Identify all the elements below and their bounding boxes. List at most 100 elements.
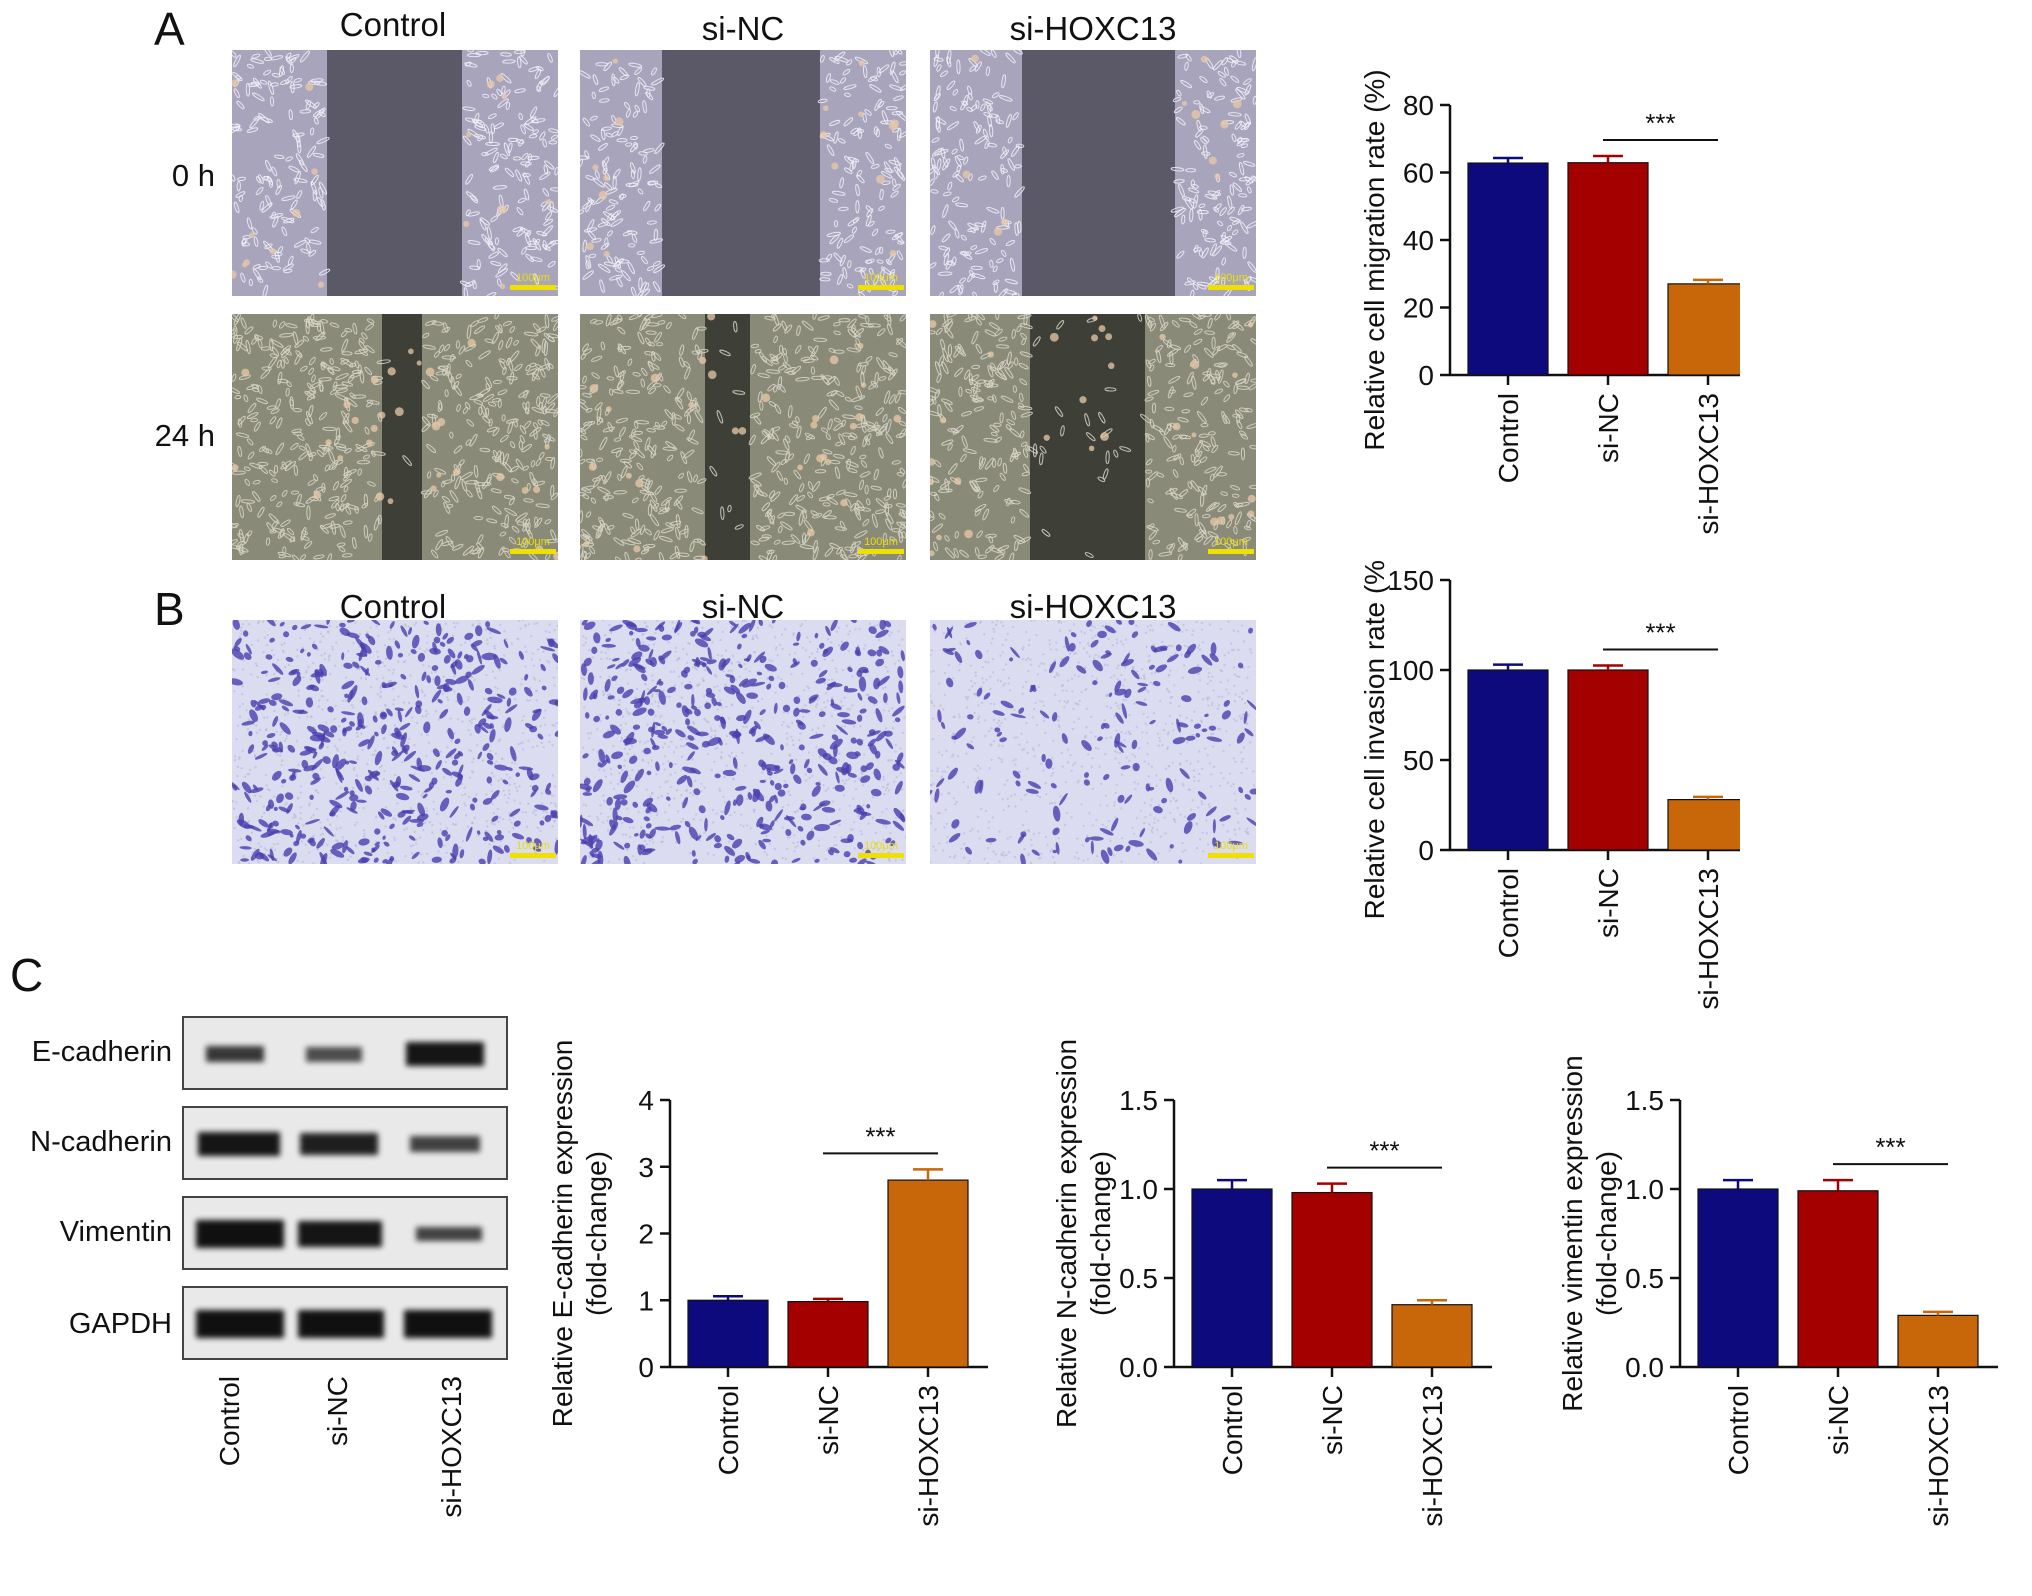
y-tick-label: 50 [1403, 745, 1434, 776]
blot-band [300, 1133, 378, 1155]
wound-image-sinc-0h: 100μm [580, 50, 906, 296]
bar [1568, 163, 1648, 375]
blot-strip-ncadherin [182, 1106, 508, 1180]
blot-band [306, 1047, 362, 1062]
y-tick-label: 1.0 [1119, 1174, 1158, 1205]
x-tick-label: si-HOXC13 [1923, 1385, 1954, 1527]
blot-band [198, 1132, 280, 1156]
y-tick-label: 0.0 [1119, 1352, 1158, 1383]
blot-band [196, 1310, 284, 1338]
blot-band [196, 1220, 284, 1248]
y-tick-label: 150 [1387, 565, 1434, 596]
scale-bar-label: 100μm [858, 273, 904, 284]
scale-bar-line [510, 549, 556, 554]
y-tick-label: 100 [1387, 655, 1434, 686]
bar [1798, 1191, 1878, 1367]
scale-bar-line [1208, 853, 1254, 858]
bar [1468, 670, 1548, 850]
transwell-image-control: 100μm [232, 620, 558, 864]
x-tick-label: si-NC [1593, 868, 1624, 938]
blot-band [410, 1136, 480, 1152]
scale-bar-label: 100μm [1208, 841, 1254, 852]
y-axis-label: Relative N-cadherin expression [1051, 1039, 1082, 1428]
scale-bar: 100μm [1208, 273, 1254, 290]
y-tick-label: 4 [638, 1085, 654, 1116]
scale-bar: 100μm [858, 273, 904, 290]
scale-bar-line [1208, 285, 1254, 290]
bar [1668, 800, 1740, 850]
significance-label: *** [1875, 1132, 1905, 1162]
scale-bar-line [510, 285, 556, 290]
significance-label: *** [1369, 1136, 1399, 1166]
y-tick-label: 0.5 [1119, 1263, 1158, 1294]
scale-bar-label: 100μm [1208, 273, 1254, 284]
x-tick-label: Control [1493, 868, 1524, 958]
scale-bar: 100μm [510, 841, 556, 858]
col-title-control-a: Control [228, 6, 558, 44]
x-tick-label: si-NC [1317, 1385, 1348, 1455]
row-label-24h: 24 h [125, 418, 215, 454]
blot-band [404, 1310, 492, 1338]
scale-bar-label: 100μm [510, 841, 556, 852]
blot-band [416, 1227, 482, 1241]
y-tick-label: 0 [638, 1352, 654, 1383]
row-label-0h: 0 h [125, 158, 215, 194]
y-axis-label: Relative cell invasion rate (%) [1359, 560, 1390, 919]
x-tick-label: si-HOXC13 [913, 1385, 944, 1527]
y-tick-label: 0.0 [1625, 1352, 1664, 1383]
y-tick-label: 2 [638, 1219, 654, 1250]
blot-band [406, 1042, 484, 1066]
transwell-image-sinc: 100μm [580, 620, 906, 864]
wound-image-control-24h: 100μm [232, 314, 558, 560]
y-tick-label: 3 [638, 1152, 654, 1183]
y-tick-label: 1.0 [1625, 1174, 1664, 1205]
scale-bar-label: 100μm [510, 537, 556, 548]
y-tick-label: 1 [638, 1285, 654, 1316]
bar [1468, 163, 1548, 375]
bar [1898, 1315, 1978, 1367]
blot-band [298, 1310, 384, 1338]
bar [1392, 1305, 1472, 1367]
blot-lane-label-sinc: si-NC [322, 1376, 354, 1596]
bar [1292, 1193, 1372, 1367]
bar [1568, 670, 1648, 850]
bar [688, 1300, 768, 1367]
significance-label: *** [1645, 108, 1675, 138]
scale-bar-line [858, 549, 904, 554]
blot-label-gapdh: GAPDH [0, 1308, 172, 1341]
scale-bar: 100μm [510, 537, 556, 554]
blot-label-ecadherin: E-cadherin [0, 1036, 172, 1069]
y-tick-label: 20 [1403, 293, 1434, 324]
y-axis-label-unit: (fold-change) [1085, 1151, 1116, 1316]
scale-bar-label: 100μm [858, 841, 904, 852]
blot-lane-label-sihoxc13: si-HOXC13 [436, 1376, 468, 1596]
blot-lane-label-control: Control [214, 1376, 246, 1596]
x-tick-label: si-NC [813, 1385, 844, 1455]
scale-bar: 100μm [858, 841, 904, 858]
col-title-sinc-a: si-NC [578, 10, 908, 48]
blot-band [206, 1046, 264, 1062]
bar [1698, 1189, 1778, 1367]
y-tick-label: 0 [1418, 835, 1434, 866]
transwell-image-sihoxc13: 100μm [930, 620, 1256, 864]
y-tick-label: 40 [1403, 225, 1434, 256]
y-axis-label: Relative cell migration rate (%) [1359, 69, 1390, 450]
blot-band [298, 1221, 382, 1247]
panel-letter-b: B [154, 582, 185, 636]
y-axis-label: Relative E-cadherin expression [547, 1040, 578, 1428]
wound-image-control-0h: 100μm [232, 50, 558, 296]
x-tick-label: si-HOXC13 [1417, 1385, 1448, 1527]
scale-bar: 100μm [858, 537, 904, 554]
y-tick-label: 60 [1403, 158, 1434, 189]
x-tick-label: si-NC [1593, 393, 1624, 463]
x-tick-label: si-HOXC13 [1693, 393, 1724, 535]
scale-bar: 100μm [510, 273, 556, 290]
y-tick-label: 1.5 [1625, 1085, 1664, 1116]
scale-bar-line [858, 853, 904, 858]
y-axis-label-unit: (fold-change) [1591, 1151, 1622, 1316]
panel-letter-a: A [154, 2, 185, 56]
